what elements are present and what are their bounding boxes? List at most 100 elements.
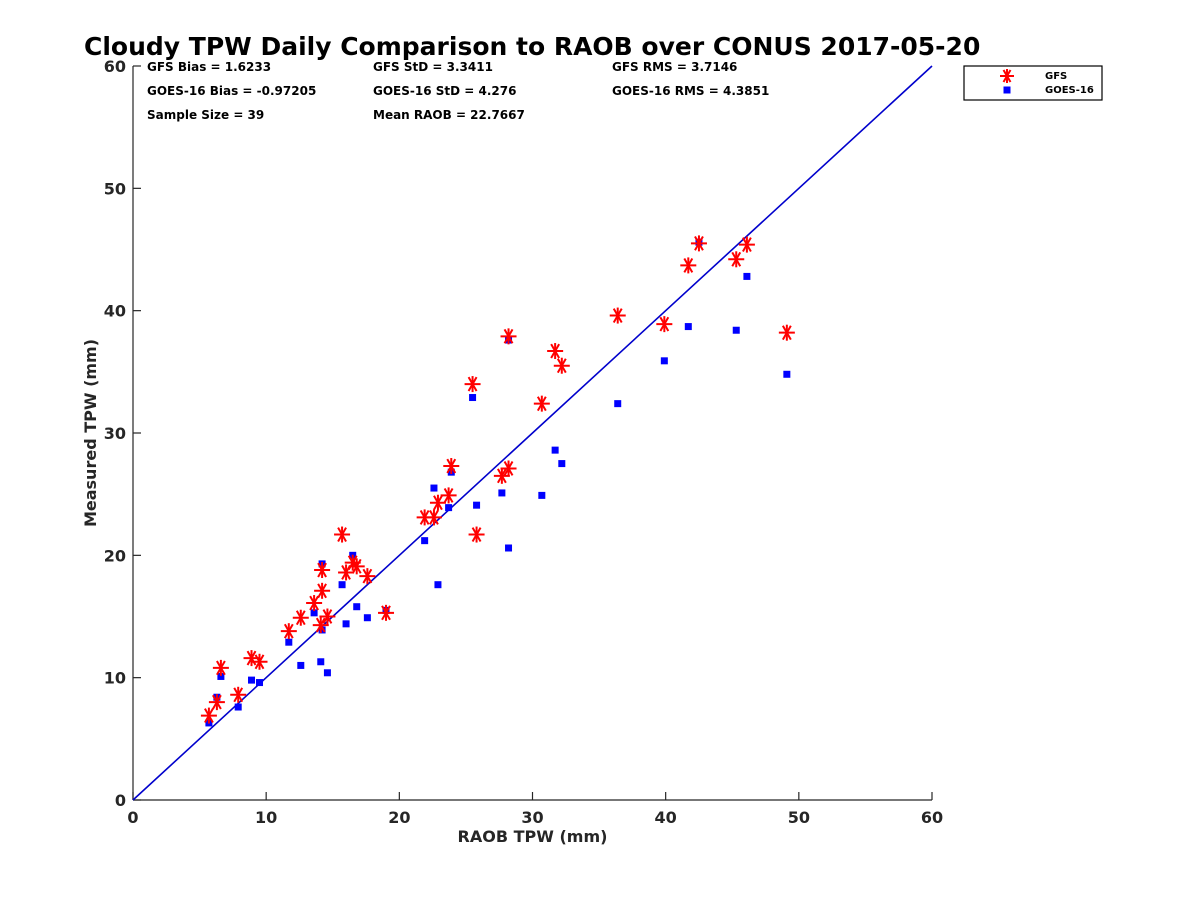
legend-label-goes: GOES-16: [1045, 85, 1094, 96]
x-tick-label: 0: [127, 808, 138, 827]
gfs-point: [656, 316, 673, 333]
gfs-point: [314, 582, 331, 599]
goes-point: [353, 603, 361, 611]
stat-gfs-std: GFS StD = 3.3411: [373, 60, 493, 74]
gfs-point: [738, 236, 755, 253]
gfs-point: [319, 608, 336, 625]
y-axis-label: Measured TPW (mm): [81, 339, 100, 527]
gfs-point: [440, 487, 457, 504]
goes-point: [434, 581, 442, 589]
gfs-point: [334, 526, 351, 543]
gfs-point: [280, 623, 297, 640]
gfs-point: [230, 686, 247, 703]
gfs-point: [208, 694, 225, 711]
goes-point: [684, 323, 692, 331]
x-tick-label: 10: [255, 808, 277, 827]
legend-box: [963, 65, 1103, 101]
gfs-point: [728, 251, 745, 268]
goes-point: [469, 394, 477, 402]
goes-point: [323, 669, 331, 677]
goes-point: [297, 661, 305, 669]
series-gfs: [200, 235, 795, 724]
stat-goes-rms: GOES-16 RMS = 4.3851: [612, 84, 769, 98]
stat-goes-std: GOES-16 StD = 4.276: [373, 84, 516, 98]
goes-point: [285, 638, 293, 646]
goes-point: [732, 326, 740, 334]
gfs-point: [312, 617, 329, 634]
gfs-point: [1000, 69, 1014, 83]
gfs-point: [292, 609, 309, 626]
gfs-point: [464, 376, 481, 393]
y-ticks: 0 10 20 30 40 50 60: [104, 57, 141, 810]
gfs-point: [500, 460, 517, 477]
stats-box: GFS Bias = 1.6233 GOES-16 Bias = -0.9720…: [147, 60, 769, 122]
goes-point: [317, 658, 325, 666]
gfs-point: [553, 357, 570, 374]
goes-point: [318, 626, 326, 634]
goes-point: [445, 504, 453, 512]
gfs-point: [378, 604, 395, 621]
y-tick-label: 40: [104, 302, 126, 321]
goes-point: [421, 537, 429, 545]
x-tick-label: 60: [921, 808, 943, 827]
goes-point: [310, 609, 318, 617]
legend-marker-gfs: [1000, 69, 1014, 83]
y-tick-label: 60: [104, 57, 126, 76]
goes-point: [342, 620, 350, 628]
goes-point: [505, 544, 513, 552]
gfs-point: [533, 395, 550, 412]
goes-point: [363, 614, 371, 622]
stat-gfs-bias: GFS Bias = 1.6233: [147, 60, 271, 74]
goes-point: [558, 460, 566, 468]
gfs-point: [500, 328, 517, 345]
one-to-one-line: [132, 65, 933, 801]
goes-point: [430, 484, 438, 492]
goes-point: [660, 357, 668, 365]
goes-point: [783, 370, 791, 378]
gfs-point: [547, 343, 564, 360]
gfs-point: [609, 307, 626, 324]
gfs-point: [359, 568, 376, 585]
goes-point: [551, 446, 559, 454]
x-tick-label: 40: [655, 808, 677, 827]
gfs-point: [468, 526, 485, 543]
x-ticks: 0 10 20 30 40 50 60: [127, 792, 943, 827]
gfs-point: [251, 653, 268, 670]
goes-point: [217, 672, 225, 680]
chart-title: Cloudy TPW Daily Comparison to RAOB over…: [84, 32, 980, 61]
goes-point: [256, 679, 264, 687]
x-tick-label: 30: [521, 808, 543, 827]
x-tick-label: 50: [788, 808, 810, 827]
gfs-point: [306, 595, 323, 612]
goes-point: [248, 676, 256, 684]
stat-sample-size: Sample Size = 39: [147, 108, 264, 122]
y-tick-label: 10: [104, 669, 126, 688]
stat-mean-raob: Mean RAOB = 22.7667: [373, 108, 525, 122]
legend: GFS GOES-16: [963, 65, 1103, 101]
goes-point: [614, 400, 622, 408]
goes-point: [338, 581, 346, 589]
stat-gfs-rms: GFS RMS = 3.7146: [612, 60, 737, 74]
gfs-point: [200, 707, 217, 724]
goes-point: [538, 491, 546, 499]
x-axis-label: RAOB TPW (mm): [458, 827, 608, 846]
gfs-point: [443, 458, 460, 475]
gfs-point: [425, 509, 442, 526]
legend-goes-square: [1003, 86, 1011, 94]
gfs-point: [348, 558, 365, 575]
goes-point: [234, 703, 242, 711]
y-tick-label: 30: [104, 424, 126, 443]
gfs-point: [429, 494, 446, 511]
legend-marker-goes: [1003, 86, 1011, 94]
gfs-point: [314, 562, 331, 579]
gfs-point: [690, 235, 707, 252]
y-tick-label: 0: [115, 791, 126, 810]
y-tick-label: 50: [104, 179, 126, 198]
gfs-point: [493, 467, 510, 484]
y-tick-label: 20: [104, 546, 126, 565]
gfs-point: [680, 257, 697, 274]
legend-label-gfs: GFS: [1045, 71, 1067, 82]
x-tick-label: 20: [388, 808, 410, 827]
goes-point: [498, 489, 506, 497]
